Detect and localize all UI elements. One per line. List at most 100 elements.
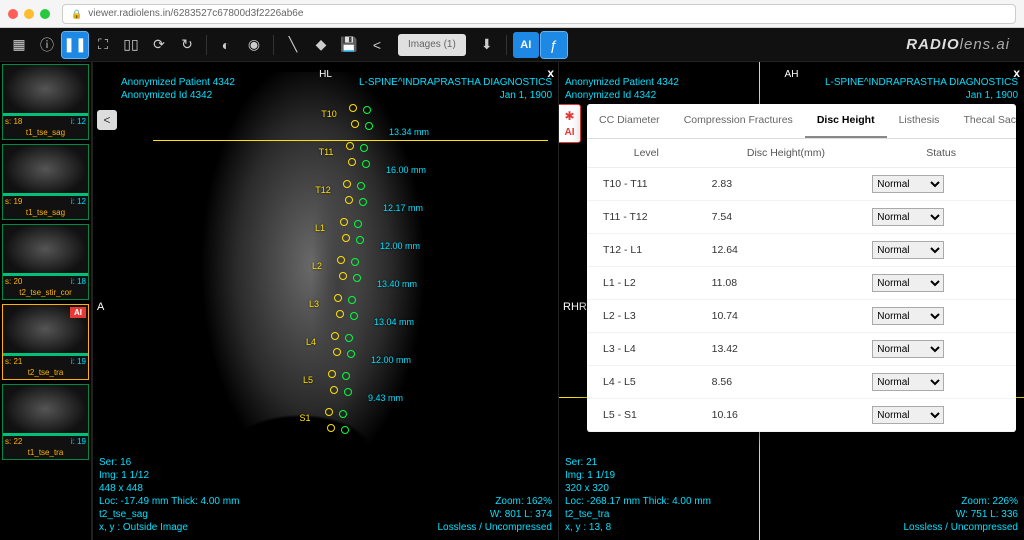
gear-icon[interactable]: ✱ (564, 109, 574, 123)
landmark-marker[interactable] (348, 158, 356, 166)
panel-tab[interactable]: CC Diameter (587, 104, 672, 138)
series-info: Ser: 21Img: 1 1/19320 x 320 Loc: -268.17… (565, 456, 711, 534)
landmark-marker[interactable] (336, 310, 344, 318)
zoom-info: Zoom: 226%W: 751 L: 336Lossless / Uncomp… (904, 495, 1019, 534)
address-bar[interactable]: 🔒 viewer.radiolens.in/6283527c67800d3f22… (62, 4, 1016, 24)
landmark-marker[interactable] (328, 370, 336, 378)
landmark-marker[interactable] (344, 388, 352, 396)
table-row: T11 - T127.54Normal (587, 201, 1016, 234)
status-select[interactable]: Normal (872, 307, 944, 325)
results-table: LevelDisc Height(mm)Status T10 - T112.83… (587, 139, 1016, 432)
landmark-marker[interactable] (341, 426, 349, 434)
landmark-marker[interactable] (340, 218, 348, 226)
landmark-marker[interactable] (345, 334, 353, 342)
landmark-marker[interactable] (334, 294, 342, 302)
thumb-meta: s: 18i: 12 (3, 116, 88, 128)
status-select[interactable]: Normal (872, 274, 944, 292)
ai-side-tab[interactable]: ✱ AI (559, 104, 581, 143)
landmark-marker[interactable] (342, 234, 350, 242)
ai-button[interactable]: AI (513, 32, 539, 58)
contrast-icon[interactable]: ◐ (213, 32, 239, 58)
save-icon[interactable]: 💾 (336, 32, 362, 58)
landmark-marker[interactable] (337, 256, 345, 264)
status-select[interactable]: Normal (872, 208, 944, 226)
landmark-marker[interactable] (353, 274, 361, 282)
landmark-marker[interactable] (350, 312, 358, 320)
landmark-marker[interactable] (348, 296, 356, 304)
thumbnail[interactable]: AIs: 21i: 19t2_tse_tra (2, 304, 89, 380)
thumbnail[interactable]: s: 22i: 19t1_tse_tra (2, 384, 89, 460)
status-select[interactable]: Normal (872, 373, 944, 391)
panel-tab[interactable]: Listhesis (887, 104, 952, 138)
landmark-marker[interactable] (345, 196, 353, 204)
landmark-marker[interactable] (354, 220, 362, 228)
viewport-left[interactable]: T10T11T12L1L2L3L4L5S113.34 mm16.00 mm12.… (92, 62, 558, 540)
share-icon[interactable]: < (364, 32, 390, 58)
landmark-marker[interactable] (346, 142, 354, 150)
patient-info: Anonymized Patient 4342Anonymized Id 434… (121, 76, 235, 102)
thumb-meta: s: 22i: 19 (3, 436, 88, 448)
landmark-marker[interactable] (331, 332, 339, 340)
landmark-marker[interactable] (342, 372, 350, 380)
landmark-marker[interactable] (349, 104, 357, 112)
maximize-window[interactable] (40, 9, 50, 19)
cell-value: 2.83 (706, 168, 867, 201)
viewports: T10T11T12L1L2L3L4L5S113.34 mm16.00 mm12.… (92, 62, 1024, 540)
stack-icon[interactable]: ▯▯ (118, 32, 144, 58)
close-window[interactable] (8, 9, 18, 19)
landmark-marker[interactable] (327, 424, 335, 432)
info-icon[interactable]: ⓘ (34, 32, 60, 58)
grid-icon[interactable]: ▦ (6, 32, 32, 58)
back-button[interactable]: < (97, 110, 117, 130)
refresh-icon[interactable]: ↻ (174, 32, 200, 58)
viewport-right[interactable]: x RHR Anonymized Patient 4342Anonymized … (558, 62, 1024, 540)
landmark-marker[interactable] (347, 350, 355, 358)
panel-tab[interactable]: Thecal Sac (951, 104, 1016, 138)
pause-icon[interactable]: ❚❚ (62, 32, 88, 58)
cell-level: L3 - L4 (587, 333, 706, 366)
vertebra-label: L4 (306, 337, 316, 347)
status-select[interactable]: Normal (872, 406, 944, 424)
expand-icon[interactable]: ⛶ (90, 32, 116, 58)
landmark-marker[interactable] (362, 160, 370, 168)
landmark-marker[interactable] (365, 122, 373, 130)
images-pill[interactable]: Images (1) (398, 34, 466, 56)
landmark-marker[interactable] (357, 182, 365, 190)
landmark-marker[interactable] (339, 272, 347, 280)
landmark-marker[interactable] (351, 258, 359, 266)
cell-status: Normal (866, 300, 1016, 333)
study-info: L-SPINE^INDRAPRASTHA DIAGNOSTICSJan 1, 1… (825, 76, 1018, 102)
landmark-marker[interactable] (325, 408, 333, 416)
thumbnail[interactable]: s: 19i: 12t1_tse_sag (2, 144, 89, 220)
eraser-icon[interactable]: ◆ (308, 32, 334, 58)
col-header: Disc Height(mm) (706, 139, 867, 168)
landmark-marker[interactable] (360, 144, 368, 152)
landmark-marker[interactable] (343, 180, 351, 188)
status-select[interactable]: Normal (872, 175, 944, 193)
spine-tool-icon[interactable]: ƒ (541, 32, 567, 58)
download-icon[interactable]: ⬇ (474, 32, 500, 58)
landmark-marker[interactable] (356, 236, 364, 244)
status-select[interactable]: Normal (872, 340, 944, 358)
thumb-label: t1_tse_sag (3, 128, 88, 139)
thumbnail[interactable]: s: 18i: 12t1_tse_sag (2, 64, 89, 140)
rotate-icon[interactable]: ⟳ (146, 32, 172, 58)
thumb-meta: s: 19i: 12 (3, 196, 88, 208)
landmark-marker[interactable] (351, 120, 359, 128)
drop-icon[interactable]: ◉ (241, 32, 267, 58)
orientation-top: AH (785, 68, 799, 81)
cell-value: 13.42 (706, 333, 867, 366)
landmark-marker[interactable] (359, 198, 367, 206)
status-select[interactable]: Normal (872, 241, 944, 259)
thumbnail[interactable]: s: 20i: 18t2_tse_stir_cor (2, 224, 89, 300)
measurement-label: 12.00 mm (371, 355, 411, 365)
minimize-window[interactable] (24, 9, 34, 19)
landmark-marker[interactable] (339, 410, 347, 418)
vertebra-label: T11 (319, 147, 334, 157)
landmark-marker[interactable] (333, 348, 341, 356)
panel-tab[interactable]: Disc Height (805, 104, 887, 138)
panel-tab[interactable]: Compression Fractures (672, 104, 805, 138)
ruler-icon[interactable]: ╲ (280, 32, 306, 58)
landmark-marker[interactable] (363, 106, 371, 114)
landmark-marker[interactable] (330, 386, 338, 394)
